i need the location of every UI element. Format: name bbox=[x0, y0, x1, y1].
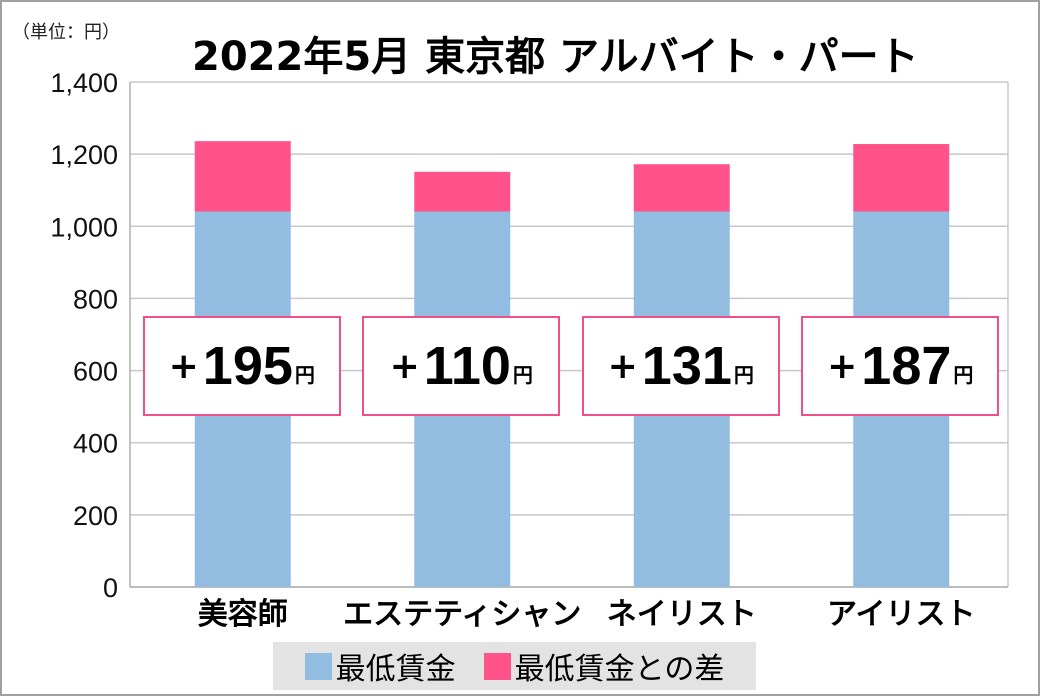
bar-difference bbox=[194, 141, 291, 212]
plus-sign: + bbox=[389, 345, 420, 387]
legend-item-difference: 最低賃金との差 bbox=[483, 644, 725, 688]
y-tick-label: 0 bbox=[103, 573, 118, 603]
legend-swatch bbox=[483, 652, 511, 680]
legend-item-minimum-wage: 最低賃金 bbox=[304, 644, 456, 688]
y-tick-label: 400 bbox=[73, 429, 118, 459]
plus-sign: + bbox=[607, 345, 638, 387]
y-tick-label: 1,000 bbox=[50, 212, 118, 242]
x-category-label: 美容師 bbox=[198, 597, 288, 632]
legend-label: 最低賃金 bbox=[335, 652, 456, 687]
chart-title: 2022年5月 東京都 アルバイト・パート bbox=[192, 34, 919, 80]
unit-label: （単位：円） bbox=[12, 22, 120, 43]
bar-difference bbox=[633, 164, 730, 212]
x-category-label: ネイリスト bbox=[607, 597, 757, 632]
y-tick-label: 1,200 bbox=[50, 140, 118, 170]
difference-label-box: +195 円 bbox=[142, 316, 341, 416]
plus-sign: + bbox=[168, 345, 199, 387]
difference-label-box: +131 円 bbox=[581, 316, 780, 416]
legend-label: 最低賃金との差 bbox=[514, 652, 725, 687]
y-tick-label: 600 bbox=[73, 357, 118, 387]
legend-swatch bbox=[304, 652, 332, 680]
bar-difference bbox=[853, 144, 950, 212]
y-tick-label: 800 bbox=[73, 284, 118, 314]
difference-label-box: +110 円 bbox=[362, 316, 561, 416]
legend: 最低賃金 最低賃金との差 bbox=[273, 642, 756, 690]
difference-label-box: +187 円 bbox=[801, 316, 1000, 416]
difference-value: 195 bbox=[202, 336, 293, 396]
yen-unit: 円 bbox=[512, 363, 533, 387]
difference-value: 110 bbox=[423, 336, 511, 396]
yen-unit: 円 bbox=[953, 363, 974, 387]
difference-value: 131 bbox=[641, 336, 732, 396]
difference-value: 187 bbox=[861, 336, 952, 396]
yen-unit: 円 bbox=[733, 363, 754, 387]
bar-difference bbox=[414, 171, 511, 212]
yen-unit: 円 bbox=[294, 363, 315, 387]
y-tick-label: 200 bbox=[73, 501, 118, 531]
y-tick-label: 1,400 bbox=[50, 68, 118, 98]
x-category-label: アイリスト bbox=[827, 597, 976, 632]
x-category-label: エステティシャン bbox=[343, 597, 581, 632]
plus-sign: + bbox=[827, 345, 858, 387]
